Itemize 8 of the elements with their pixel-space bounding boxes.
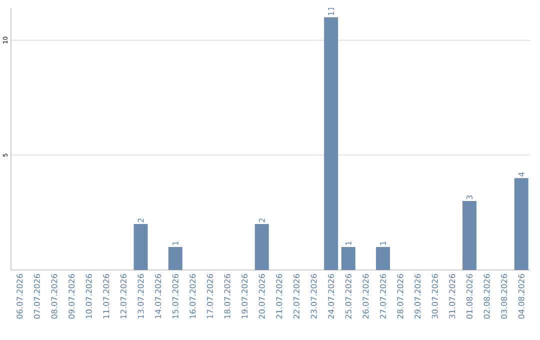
bar — [254, 224, 269, 270]
bar — [462, 201, 476, 270]
bar — [134, 224, 148, 270]
bar — [514, 178, 528, 270]
bar — [376, 247, 390, 270]
bar — [324, 17, 338, 270]
bar — [341, 247, 356, 270]
bar — [168, 247, 182, 270]
